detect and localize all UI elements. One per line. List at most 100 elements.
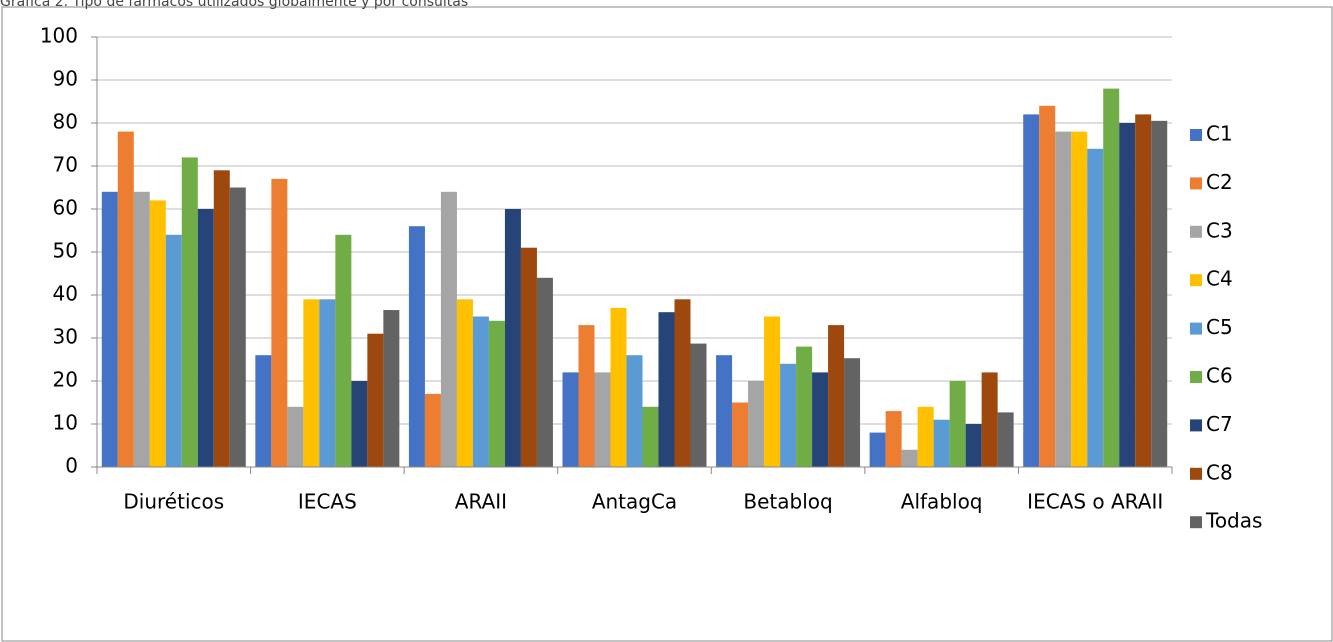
- bar: [213, 170, 230, 468]
- bar: [949, 381, 966, 467]
- bar: [101, 191, 118, 468]
- bar: [472, 316, 489, 467]
- bar: [367, 333, 384, 467]
- y-tick-label: 60: [53, 196, 78, 220]
- bar: [901, 449, 918, 467]
- bar: [1087, 148, 1104, 468]
- bar: [828, 325, 845, 467]
- bar: [424, 393, 441, 467]
- legend-swatch: [1190, 274, 1202, 287]
- bar: [440, 191, 457, 468]
- bar: [626, 355, 643, 467]
- bar: [319, 299, 336, 467]
- y-tick-label: 90: [53, 67, 78, 91]
- bar: [181, 157, 198, 467]
- bar: [674, 299, 691, 467]
- bar: [764, 316, 781, 467]
- legend-swatch: [1190, 129, 1202, 141]
- bar: [165, 234, 182, 467]
- y-tick-label: 80: [53, 110, 78, 134]
- bar: [504, 209, 521, 467]
- x-tick-label: AntagCa: [592, 490, 677, 514]
- legend-swatch: [1190, 516, 1202, 529]
- bar: [981, 372, 998, 467]
- bar: [869, 432, 886, 467]
- bar: [1151, 120, 1168, 467]
- bar: [287, 406, 304, 467]
- bar: [690, 343, 707, 467]
- bar: [917, 406, 934, 467]
- bar: [780, 363, 797, 467]
- bar: [658, 312, 675, 467]
- y-tick-label: 10: [53, 411, 78, 435]
- legend-label: C3: [1206, 218, 1233, 242]
- bar: [133, 191, 150, 468]
- bar: [408, 226, 425, 467]
- x-tick-label: Betabloq: [743, 490, 832, 514]
- bar: [1103, 88, 1120, 467]
- bar: [1135, 114, 1152, 468]
- bar: [642, 406, 659, 467]
- bar: [812, 372, 829, 467]
- legend-label: C4: [1206, 267, 1233, 291]
- bar: [383, 310, 400, 467]
- legend-swatch: [1190, 371, 1202, 383]
- bar: [844, 358, 861, 467]
- bar: [1023, 114, 1040, 468]
- x-tick-label: Alfabloq: [901, 490, 983, 514]
- bar: [610, 307, 627, 467]
- legend-swatch: [1190, 225, 1202, 238]
- bar: [748, 381, 765, 467]
- y-tick-label: 50: [53, 239, 78, 263]
- bar: [1119, 123, 1136, 467]
- legend-swatch: [1190, 177, 1202, 190]
- bar: [351, 381, 368, 467]
- legend-label: C8: [1206, 460, 1233, 484]
- y-tick-label: 100: [40, 24, 78, 48]
- bar: [1055, 131, 1072, 467]
- chart-border: [1, 6, 1333, 642]
- bar: [796, 346, 813, 467]
- y-tick-label: 70: [53, 153, 78, 177]
- legend-label: C6: [1206, 364, 1233, 388]
- bar: [965, 424, 982, 467]
- bar: [255, 355, 272, 467]
- bar: [520, 247, 537, 467]
- bar: [117, 131, 134, 467]
- bar: [578, 325, 595, 467]
- y-tick-label: 40: [53, 282, 78, 306]
- bar: [456, 299, 473, 467]
- legend-swatch: [1190, 322, 1202, 335]
- bar: [488, 320, 505, 467]
- bar: [1071, 131, 1088, 467]
- y-tick-label: 0: [65, 454, 78, 478]
- bar: [716, 355, 733, 467]
- bar: [1039, 105, 1056, 468]
- x-tick-label: IECAS: [298, 490, 357, 514]
- bar: [885, 411, 902, 467]
- x-tick-label: Diuréticos: [123, 490, 224, 514]
- legend-label: C5: [1206, 315, 1233, 339]
- bar: [229, 187, 246, 467]
- legend-label: C1: [1206, 122, 1233, 146]
- x-tick-label: IECAS o ARAII: [1027, 490, 1163, 514]
- y-tick-label: 20: [53, 368, 78, 392]
- bar: [536, 277, 553, 467]
- x-tick-label: ARAII: [455, 490, 507, 514]
- bar: [933, 419, 950, 467]
- bar: [149, 200, 166, 467]
- legend-label: Todas: [1205, 509, 1262, 533]
- bar: [562, 372, 579, 467]
- bar: [997, 412, 1014, 467]
- bar: [594, 372, 611, 467]
- legend-label: C7: [1206, 412, 1233, 436]
- bar: [271, 178, 288, 467]
- chart-title: Gráfica 2. Tipo de fármacos utilizados g…: [0, 0, 468, 10]
- bar: [335, 234, 352, 467]
- y-tick-label: 30: [53, 325, 78, 349]
- legend-swatch: [1190, 467, 1202, 480]
- legend-swatch: [1190, 419, 1202, 432]
- legend-label: C2: [1206, 170, 1233, 194]
